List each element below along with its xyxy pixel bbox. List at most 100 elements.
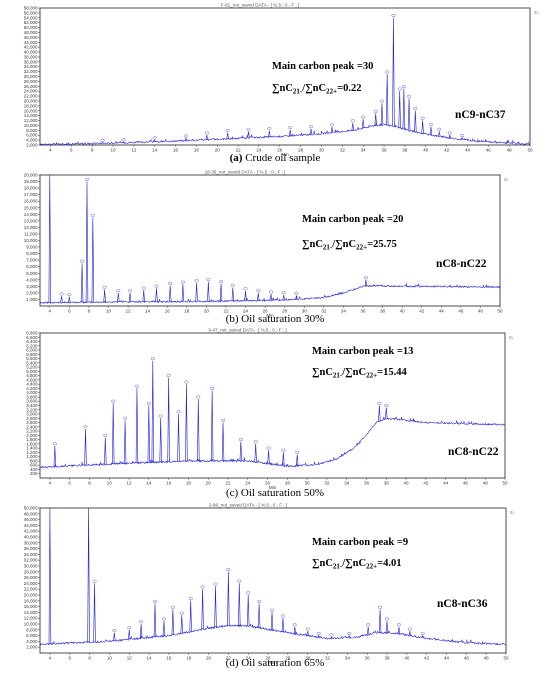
x-tick-label: 18	[184, 309, 190, 314]
peak-spike	[153, 139, 156, 142]
peak-spike	[113, 632, 116, 641]
peak-label-marker	[437, 127, 442, 131]
y-tick-label: 20,000	[24, 593, 38, 598]
x-tick-label: 46	[458, 309, 464, 314]
x-tick-label: 12	[131, 148, 137, 153]
peak-spike	[448, 134, 451, 139]
peak-spike	[348, 634, 351, 638]
x-tick-label: 22	[226, 656, 232, 661]
x-tick-label: 50	[503, 656, 509, 661]
x-tick-label: 6	[70, 148, 73, 153]
peak-spike	[257, 292, 260, 301]
peak-label-marker	[210, 386, 215, 390]
y-tick-label: 2,800	[26, 416, 38, 421]
peak-spike	[197, 399, 200, 461]
y-tick-label: 15,000	[24, 205, 38, 210]
peak-spike	[374, 113, 377, 126]
y-tick-label: 28,000	[24, 79, 38, 84]
peak-label-marker	[243, 287, 248, 291]
peak-label-marker	[363, 276, 368, 280]
y-tick-label: 5,000	[26, 369, 38, 374]
y-tick-label: 6,000	[26, 633, 38, 638]
peak-label-marker	[141, 286, 146, 290]
peak-label-marker	[112, 629, 117, 632]
peak-label-marker	[246, 127, 251, 131]
peak-label-marker	[168, 282, 173, 285]
x-tick-label: 24	[256, 148, 262, 153]
peak-label-marker	[166, 374, 171, 378]
peak-spike	[330, 127, 334, 133]
peak-label-marker	[407, 627, 412, 631]
peak-label-marker	[366, 623, 371, 627]
y-tick-label: 4,000	[26, 277, 38, 282]
x-tick-label: 8	[88, 309, 91, 314]
plot-frame	[39, 332, 506, 479]
x-tick-label: 36	[382, 148, 388, 153]
y-tick-label: 18,000	[24, 186, 38, 191]
y-tick-label: 1,600	[26, 441, 38, 446]
peak-label-marker	[170, 605, 175, 609]
peak-spike	[48, 507, 52, 644]
y-tick-label: 12,000	[24, 118, 38, 123]
x-tick-label: 26	[266, 656, 272, 661]
x-tick-label: 10	[110, 148, 116, 153]
y-tick-label: 12,000	[24, 225, 38, 230]
y-tick-label: 22,000	[24, 94, 38, 99]
peak-label-marker	[246, 591, 251, 595]
x-axis-label: Min	[269, 485, 277, 490]
y-tick-label: 2,400	[26, 424, 38, 429]
y-tick-label: 32,000	[24, 69, 38, 74]
peak-label-marker	[447, 131, 452, 135]
peak-spike	[231, 287, 235, 301]
y-tick-label: 40,000	[24, 50, 38, 55]
x-tick-label: 4	[49, 309, 52, 314]
peak-spike	[122, 141, 125, 143]
peak-label-marker	[225, 129, 230, 133]
x-tick-label: 50	[502, 481, 508, 486]
x-tick-label: 6	[68, 309, 71, 314]
x-tick-label: 28	[285, 481, 291, 486]
y-tick-label: 5,800	[26, 352, 38, 357]
y-tick-label: 34,000	[24, 552, 38, 557]
x-tick-label: 14	[145, 309, 151, 314]
peak-label-marker	[288, 126, 293, 130]
y-tick-label: 46,000	[24, 35, 38, 40]
peak-spike	[168, 285, 172, 302]
peak-label-marker	[152, 136, 157, 140]
x-tick-label: 34	[344, 481, 350, 486]
y-tick-label: 4,000	[26, 390, 38, 395]
peak-spike	[201, 589, 204, 630]
peak-label-marker	[183, 134, 188, 138]
y-tick-label: 38,000	[24, 54, 38, 59]
peak-spike	[392, 17, 395, 127]
x-tick-label: 50	[497, 309, 503, 314]
y-tick-label: 20,000	[24, 98, 38, 103]
x-tick-label: 10	[107, 481, 113, 486]
peak-spike	[221, 422, 225, 461]
peak-spike	[214, 586, 217, 628]
x-tick-label: 38	[380, 309, 386, 314]
y-tick-label: 14,000	[24, 113, 38, 118]
y-tick-label: 6,600	[26, 335, 38, 340]
x-tick-label: 24	[245, 481, 251, 486]
peak-spike	[87, 507, 90, 643]
peak-spike	[244, 290, 247, 301]
peak-label-marker	[102, 285, 107, 289]
peak-label-marker	[329, 123, 334, 127]
y-tick-label: 10,000	[24, 123, 38, 128]
y-tick-label: 6,000	[26, 348, 38, 353]
peak-label-marker	[90, 213, 95, 217]
peak-label-marker	[294, 291, 299, 295]
x-tick-label: 26	[277, 148, 283, 153]
y-tick-label: 48,000	[24, 30, 38, 35]
y-tick-label: 18,000	[24, 598, 38, 603]
peak-spike	[103, 289, 106, 303]
peak-label-marker	[213, 582, 218, 586]
peak-label-marker	[385, 70, 390, 74]
y-tick-label: 5,600	[26, 356, 38, 361]
x-tick-label: 28	[282, 309, 288, 314]
x-tick-label: 40	[423, 148, 429, 153]
peak-label-marker	[194, 279, 199, 283]
peak-spike	[210, 390, 214, 461]
peak-spike	[147, 405, 151, 463]
